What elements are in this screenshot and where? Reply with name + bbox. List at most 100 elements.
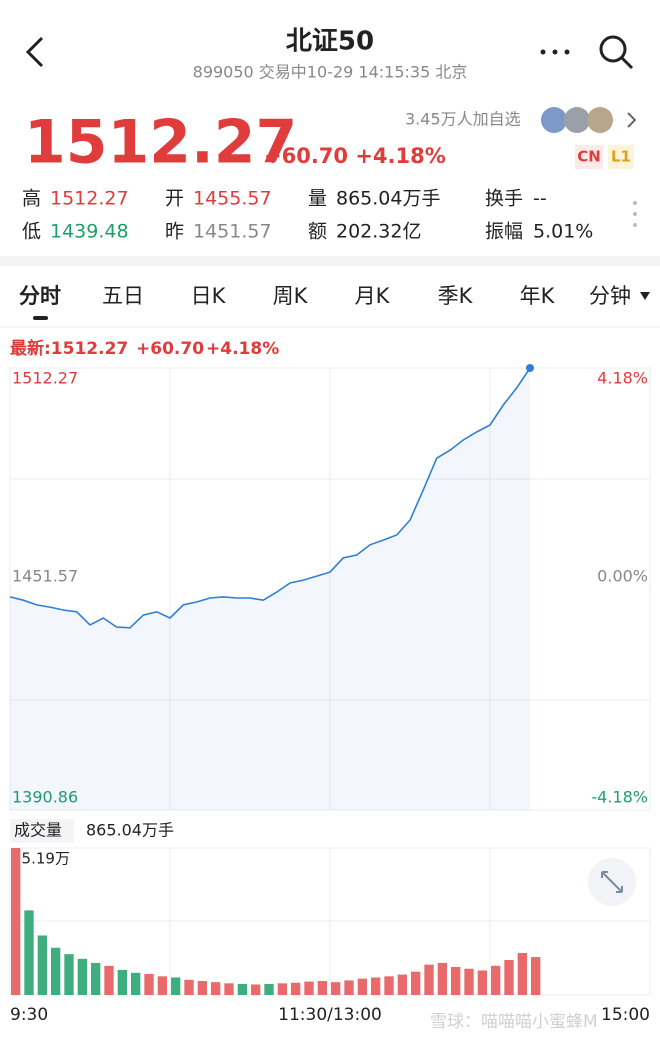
tab[interactable]: 日K	[191, 284, 227, 308]
stat-value: 865.04万手	[336, 188, 440, 210]
volume-bar	[64, 954, 74, 995]
volume-bar	[224, 983, 234, 995]
volume-total: 865.04万手	[86, 821, 174, 840]
tab[interactable]: 季K	[438, 284, 474, 308]
price: 1512.27	[24, 108, 297, 178]
volume-bar	[384, 976, 394, 995]
volume-title-bg	[10, 819, 74, 843]
volume-bar	[451, 966, 461, 995]
latest-dot	[526, 364, 534, 372]
stat-label: 量	[308, 188, 327, 210]
volume-tick-label: 25.19万	[12, 850, 70, 868]
volume-bar	[157, 976, 167, 995]
volume-bar	[331, 982, 341, 995]
stat-value: 5.01%	[533, 221, 593, 243]
dropdown-icon[interactable]	[640, 292, 650, 300]
y2-tick-label: -4.18%	[591, 788, 648, 807]
tab[interactable]: 五日	[102, 284, 144, 308]
stat-label: 换手	[485, 188, 523, 210]
tab[interactable]: 周K	[273, 284, 309, 308]
y2-tick-label: 0.00%	[597, 567, 648, 586]
price-change: +60.70 +4.18%	[264, 144, 446, 168]
tab[interactable]: 分钟	[589, 284, 631, 308]
volume-bar	[264, 983, 274, 995]
volume-bar	[464, 968, 474, 995]
volume-bar	[317, 980, 327, 995]
expand-button[interactable]	[588, 858, 636, 906]
stat-label: 高	[22, 188, 41, 210]
tab[interactable]: 年K	[520, 284, 556, 308]
volume-bar	[531, 957, 541, 995]
stat-label: 低	[22, 221, 41, 243]
price-line	[9, 367, 531, 629]
volume-bar	[517, 952, 527, 995]
volume-bar	[131, 972, 141, 995]
watchers[interactable]: 3.45万人加自选	[405, 110, 521, 129]
stat-value: 1512.27	[50, 188, 129, 210]
x-label: 9:30	[10, 1005, 48, 1025]
volume-bar	[211, 982, 221, 995]
y-tick-label: 1390.86	[12, 788, 78, 807]
stat-label: 额	[308, 221, 327, 243]
avatars[interactable]	[541, 107, 613, 133]
volume-bar	[277, 983, 287, 995]
badge-bg	[575, 145, 603, 169]
volume-bar	[344, 980, 354, 995]
volume-bar	[237, 983, 247, 995]
stat-label: 开	[165, 188, 184, 210]
volume-bar	[184, 979, 194, 995]
latest-change: +60.70	[136, 339, 204, 359]
volume-bar	[251, 984, 261, 995]
x-label: 11:30/13:00	[278, 1005, 382, 1025]
badge: CN	[577, 148, 601, 166]
volume-bar	[437, 962, 447, 995]
stat-value: --	[533, 188, 547, 210]
volume-bar	[51, 947, 61, 995]
subtitle: 899050 交易中10-29 14:15:35 北京	[193, 63, 468, 82]
y-tick-label: 1451.57	[12, 566, 78, 585]
stat-label: 昨	[165, 221, 184, 243]
stat-value: 1451.57	[193, 221, 272, 243]
watermark: 雪球：喵喵喵小蜜蜂M	[430, 1012, 598, 1032]
separator	[0, 256, 660, 266]
volume-bar	[91, 962, 101, 995]
stat-value: 1455.57	[193, 188, 272, 210]
title: 北证50	[286, 27, 374, 57]
badge: L1	[611, 148, 631, 166]
latest-price: 最新:1512.27	[10, 338, 128, 359]
chevron[interactable]	[627, 112, 637, 128]
tab[interactable]: 月K	[355, 284, 391, 308]
latest-pct: +4.18%	[206, 339, 279, 359]
more-button[interactable]	[540, 49, 570, 55]
volume-bar	[304, 981, 314, 995]
volume-bar	[411, 971, 421, 995]
x-label: 15:00	[601, 1005, 650, 1025]
volume-bar	[197, 980, 207, 995]
stats-more[interactable]	[633, 201, 637, 227]
volume-bar	[144, 973, 154, 995]
volume-bar	[24, 910, 34, 995]
volume-bar	[397, 974, 407, 995]
stat-value: 202.32亿	[336, 221, 421, 243]
tab[interactable]: 分时	[19, 284, 61, 308]
badge-bg	[608, 145, 634, 169]
volume-bar	[477, 970, 487, 995]
volume-bar	[357, 978, 367, 995]
volume-bar	[171, 977, 181, 995]
search-button[interactable]	[599, 35, 634, 70]
tab-underline	[33, 316, 48, 320]
y2-tick-label: 4.18%	[597, 369, 648, 388]
volume-title: 成交量	[14, 821, 62, 840]
volume-bar	[424, 964, 434, 995]
y-tick-label: 1512.27	[12, 369, 78, 388]
volume-bar	[371, 977, 381, 995]
back-button[interactable]	[25, 36, 44, 68]
volume-bar	[504, 959, 514, 995]
volume-bar	[117, 969, 127, 995]
stat-value: 1439.48	[50, 221, 129, 243]
volume-bar	[291, 982, 301, 995]
volume-bar	[77, 958, 87, 995]
volume-bar	[491, 965, 501, 995]
